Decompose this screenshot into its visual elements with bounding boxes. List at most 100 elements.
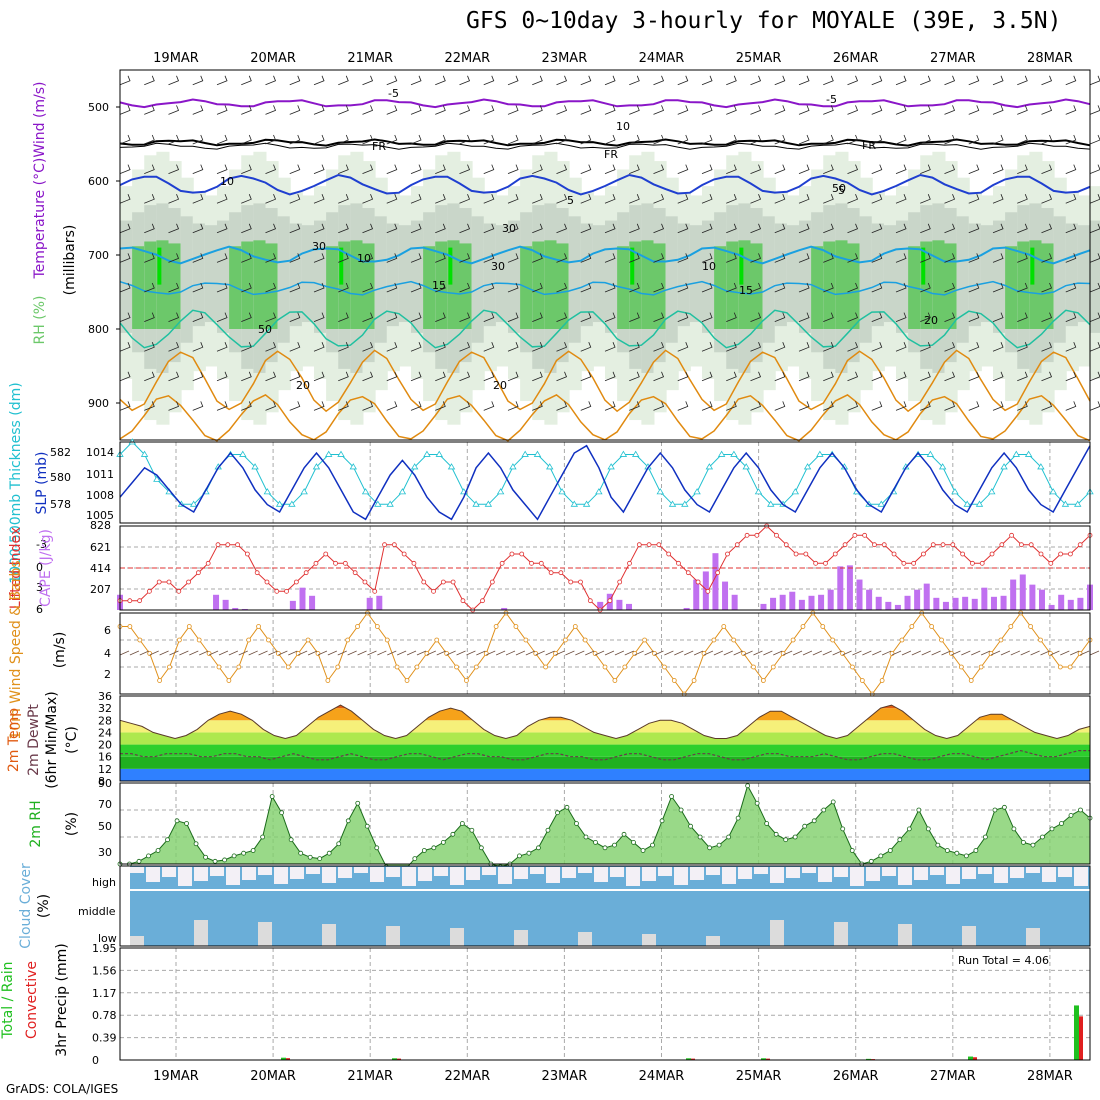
wind-speed-point — [127, 624, 133, 629]
wind-barb — [362, 312, 374, 322]
cloud-high-gap — [466, 867, 480, 880]
wind-speed-point — [770, 664, 776, 670]
precip-conv-bar — [286, 1058, 290, 1060]
thickness-point — [423, 450, 431, 457]
wind-barb — [265, 312, 277, 322]
rh-shade-mid — [871, 223, 885, 327]
wind-barb — [119, 312, 131, 322]
rh-shade-green — [241, 241, 255, 329]
rh-shade-mid — [398, 225, 412, 323]
wind-barb — [289, 282, 301, 293]
cape-panel-frame — [119, 525, 1091, 611]
cape-bar — [501, 607, 508, 610]
wind-barb — [168, 134, 180, 145]
lifted-index-point — [558, 570, 564, 576]
wind-barb — [1065, 75, 1077, 86]
isotherm-line — [119, 309, 1091, 349]
surface-wind-barb — [1070, 650, 1080, 656]
wind-barb — [895, 282, 907, 293]
wind-speed-point — [513, 624, 519, 629]
rh-point — [631, 840, 636, 845]
rh-point — [279, 810, 285, 816]
rh-shade-bright — [1030, 247, 1035, 285]
wind-barb — [459, 282, 471, 293]
wind-barb — [847, 401, 859, 411]
rh-point — [745, 783, 751, 789]
thickness-point — [349, 463, 357, 470]
wind-speed-point — [167, 664, 172, 670]
wind-barb — [532, 342, 543, 352]
pressure-axis-label: (millibars) — [62, 225, 78, 296]
surface-wind-barb — [783, 650, 793, 656]
pressure-tick-label: 500 — [88, 101, 109, 114]
wind-barb — [435, 134, 446, 145]
isotherm-label: 10 — [702, 260, 716, 273]
rh-shade-bright — [448, 247, 453, 285]
rh-point — [288, 837, 294, 843]
wind-barb — [144, 75, 155, 86]
wind-barb — [1089, 223, 1100, 234]
wind-barb — [944, 312, 956, 322]
wind-barb — [507, 164, 519, 174]
rh-point — [212, 858, 218, 864]
lifted-index-point — [862, 532, 868, 538]
wind-barb — [192, 312, 204, 322]
wind-barb — [386, 371, 398, 382]
surface-wind-barb — [1020, 650, 1030, 656]
surface-wind-barb — [624, 650, 634, 656]
wind-barb — [653, 105, 665, 115]
wind-speed-point — [454, 664, 459, 670]
wind-barb — [726, 223, 737, 234]
wind-barb — [241, 312, 252, 322]
wind-barb — [483, 223, 495, 234]
lifted-index-point — [940, 542, 946, 548]
cloud-high-gap — [146, 867, 160, 882]
rh-point — [897, 837, 903, 843]
rh-point — [982, 834, 988, 840]
cloud-low-bar — [1026, 928, 1040, 946]
wind-speed-point — [325, 678, 331, 683]
cloud-high-gap — [354, 867, 368, 873]
rh-point — [602, 845, 608, 851]
wind-barb — [483, 253, 495, 263]
wind-barb — [168, 194, 180, 204]
precip-conv-bar — [397, 1058, 401, 1060]
surface-wind-barb — [406, 650, 417, 656]
wind-barb — [265, 401, 277, 411]
wind-barb — [410, 105, 422, 115]
wind-barb — [410, 401, 422, 411]
surface-wind-barb — [525, 650, 535, 656]
cape-bar — [779, 594, 786, 610]
wind-barb — [992, 75, 1004, 86]
rh-point — [174, 818, 180, 824]
surface-wind-barb — [179, 650, 189, 656]
wind-barb — [629, 75, 640, 86]
surface-wind-barb — [288, 650, 298, 656]
temp-axis-label: 2m Temp — [6, 708, 22, 772]
slp-panel-frame — [119, 441, 1091, 524]
cape-bar — [597, 601, 604, 610]
cloud-high-gap — [962, 867, 976, 879]
wind-speed-point — [1038, 637, 1043, 643]
rh-point — [726, 834, 732, 840]
rh-point — [1002, 804, 1007, 810]
lifted-index-point — [999, 542, 1005, 548]
rh-point — [821, 807, 827, 813]
rh-point — [1040, 834, 1045, 840]
rh-contour-label: 30 — [502, 222, 516, 235]
thickness-point — [1000, 463, 1008, 470]
rh-contour-label: 50 — [832, 182, 846, 195]
wind-barb — [313, 342, 325, 352]
rh-point — [469, 827, 475, 833]
wind-barb — [144, 105, 155, 115]
cape-bar — [866, 589, 873, 610]
lifted-index-point — [921, 551, 926, 557]
wind-barb — [823, 401, 834, 411]
lifted-index-point — [872, 542, 877, 548]
thickness-point — [816, 450, 824, 457]
wind-barb — [677, 194, 689, 204]
wind-barb — [459, 312, 471, 322]
rh-point — [707, 845, 713, 851]
cloud-axis-label: Cloud Cover — [18, 863, 34, 949]
